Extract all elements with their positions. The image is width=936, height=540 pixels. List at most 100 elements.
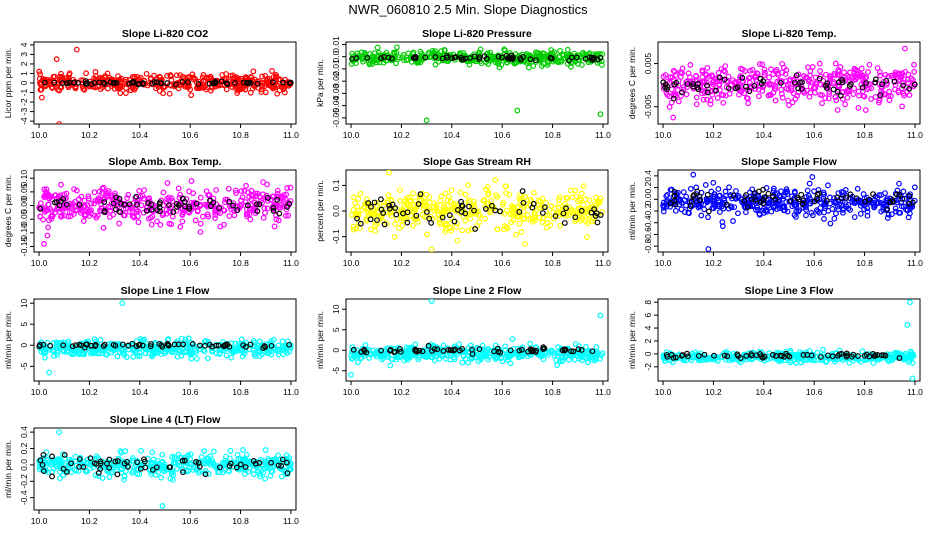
slope-point — [228, 354, 235, 361]
reference-point — [467, 55, 473, 61]
reference-point — [800, 352, 807, 358]
slope-point — [716, 192, 723, 199]
x-tick-label: 10.0 — [31, 130, 48, 140]
slope-point — [177, 191, 184, 198]
chart-title: Slope Li-820 Pressure — [422, 28, 532, 40]
outlier-point — [348, 371, 354, 378]
slope-point — [680, 84, 687, 90]
reference-point — [206, 341, 213, 348]
slope-point — [703, 79, 710, 86]
slope-point — [785, 86, 792, 93]
y-tick-label: -1 — [19, 88, 29, 96]
slope-point — [482, 215, 489, 222]
x-tick-label: 10.2 — [705, 387, 722, 397]
slope-point — [499, 358, 506, 365]
slope-point — [167, 205, 173, 211]
reference-point — [694, 188, 701, 195]
reference-point — [40, 341, 47, 348]
reference-point — [701, 351, 708, 358]
slope-point — [812, 89, 818, 96]
slope-point — [787, 76, 794, 83]
slope-point — [169, 348, 176, 355]
reference-point — [412, 346, 419, 353]
plot-frame — [345, 41, 609, 125]
slope-point — [863, 74, 870, 80]
slope-point — [287, 198, 294, 204]
reference-point — [224, 81, 231, 88]
reference-point — [751, 82, 758, 89]
reference-point — [760, 200, 767, 207]
y-tick-label: 2 — [19, 61, 29, 66]
slope-point — [459, 359, 466, 366]
slope-point — [766, 80, 773, 87]
y-tick-label: 0.4 — [643, 170, 653, 182]
slope-point — [447, 356, 454, 363]
slope-point — [81, 86, 88, 93]
slope-point — [232, 187, 239, 194]
slope-point — [518, 229, 525, 235]
slope-point — [234, 90, 241, 97]
x-tick-label: 11.0 — [283, 130, 299, 140]
outlier-point — [690, 171, 697, 178]
reference-point — [173, 81, 179, 88]
reference-point — [268, 342, 275, 349]
slope-point — [875, 200, 882, 206]
reference-point — [264, 195, 271, 201]
reference-point — [784, 352, 791, 359]
outlier-point — [428, 246, 435, 252]
slope-point — [524, 212, 531, 218]
reference-point — [428, 219, 435, 226]
reference-point — [882, 352, 889, 359]
reference-point — [216, 205, 222, 212]
slope-point — [243, 210, 250, 217]
slope-point — [844, 94, 851, 101]
slope-point — [893, 197, 899, 204]
slope-point — [199, 213, 206, 220]
reference-point — [101, 209, 108, 215]
slope-point — [821, 198, 828, 204]
slope-point — [41, 209, 48, 215]
slope-point — [372, 228, 378, 234]
reference-point — [818, 354, 824, 360]
slope-point — [403, 344, 410, 351]
slope-point — [429, 354, 436, 361]
x-tick-label: 11.0 — [283, 258, 299, 268]
slope-point — [271, 223, 278, 230]
reference-point — [247, 341, 254, 348]
slope-point — [664, 191, 671, 198]
slope-point — [164, 180, 171, 186]
slope-point — [675, 98, 682, 105]
slope-point — [503, 183, 509, 190]
slope-point — [804, 187, 811, 194]
reference-point — [170, 209, 177, 215]
reference-point — [254, 208, 261, 215]
slope-point — [415, 219, 421, 225]
slope-point — [135, 207, 141, 214]
slope-point — [809, 212, 816, 219]
slope-point — [45, 195, 52, 201]
slope-point — [719, 219, 726, 225]
slope-point — [531, 211, 538, 218]
slope-point — [506, 353, 513, 360]
reference-point — [459, 202, 465, 209]
reference-point — [63, 201, 70, 208]
slope-point — [816, 60, 823, 67]
slope-point — [49, 85, 56, 91]
slope-point — [535, 197, 542, 204]
reference-point — [243, 80, 250, 86]
y-tick-label: 0.0 — [331, 205, 341, 217]
reference-point — [660, 79, 667, 86]
slope-point — [533, 54, 539, 60]
slope-point — [433, 202, 440, 209]
reference-point — [413, 212, 420, 219]
slope-point — [900, 188, 907, 195]
reference-point — [126, 80, 133, 87]
slope-point — [481, 197, 488, 203]
slope-point — [532, 217, 539, 224]
slope-point — [717, 202, 723, 208]
reference-point — [469, 346, 475, 353]
chart-title: Slope Amb. Box Temp. — [108, 156, 221, 168]
slope-point — [731, 204, 738, 211]
reference-point — [116, 195, 123, 202]
